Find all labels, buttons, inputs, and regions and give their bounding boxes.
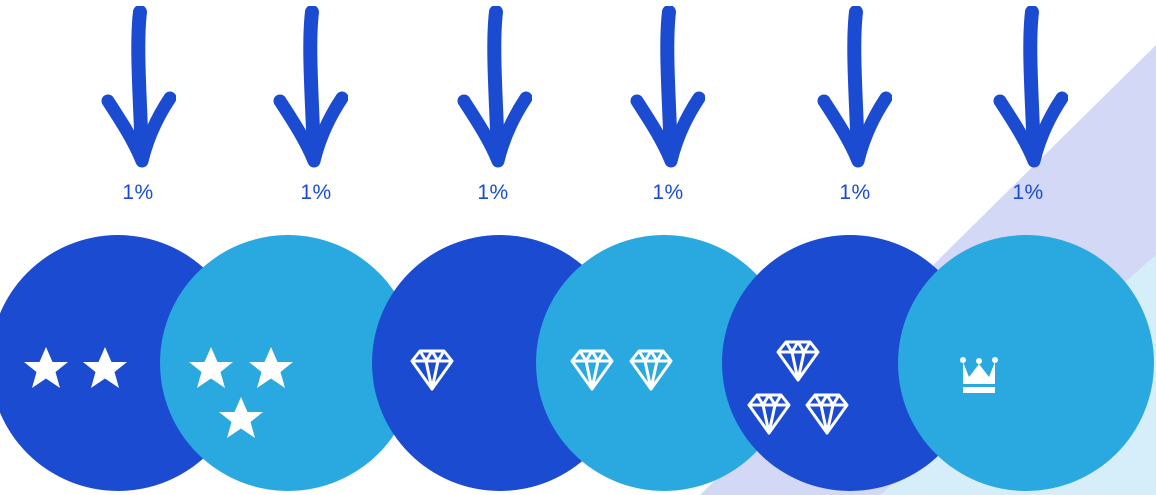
tier-2-percent: 1% bbox=[300, 181, 332, 204]
down-arrow-icon bbox=[273, 6, 348, 168]
down-arrow-icon bbox=[630, 6, 705, 168]
tier-6-circle bbox=[898, 235, 1154, 491]
tier-1-percent: 1% bbox=[122, 181, 154, 204]
down-arrow-icon bbox=[457, 6, 532, 168]
tier-5-percent: 1% bbox=[839, 181, 871, 204]
down-arrow-icon bbox=[101, 6, 176, 168]
tier-6-percent: 1% bbox=[1012, 181, 1044, 204]
down-arrow-icon bbox=[817, 6, 892, 168]
tier-4-percent: 1% bbox=[652, 181, 684, 204]
tier-3-percent: 1% bbox=[477, 181, 509, 204]
down-arrow-icon bbox=[993, 6, 1068, 168]
